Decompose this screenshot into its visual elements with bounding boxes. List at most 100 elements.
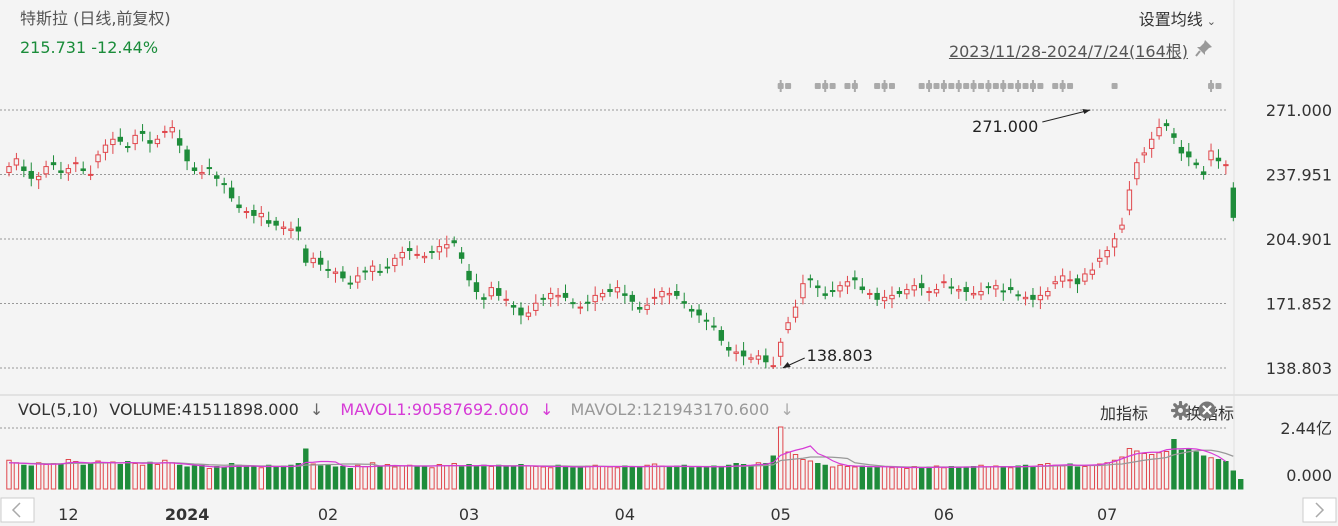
volume-bar bbox=[132, 463, 138, 490]
candle-body bbox=[6, 166, 12, 173]
volume-bar bbox=[95, 460, 101, 490]
candle-body bbox=[1067, 279, 1073, 282]
event-marker-icon[interactable] bbox=[918, 83, 925, 89]
candle-body bbox=[651, 296, 658, 299]
change-percent: -12.44% bbox=[91, 38, 159, 57]
volume-bar bbox=[688, 467, 695, 490]
event-marker-icon[interactable] bbox=[888, 83, 895, 89]
volume-bar bbox=[1238, 479, 1244, 490]
event-marker-icon[interactable] bbox=[1067, 83, 1074, 89]
add-indicator-button[interactable]: 加指标 bbox=[1099, 404, 1148, 423]
candle-body bbox=[481, 297, 487, 300]
event-marker-icon[interactable] bbox=[1052, 83, 1059, 89]
candle-body bbox=[228, 187, 235, 199]
volume-bar bbox=[65, 459, 72, 490]
vol-indicator-name: VOL(5,10) bbox=[18, 400, 99, 419]
volume-bar bbox=[748, 465, 754, 490]
candle-body bbox=[214, 175, 220, 179]
volume-bar bbox=[1200, 455, 1207, 490]
event-marker-icon[interactable] bbox=[992, 83, 999, 89]
event-marker-icon[interactable] bbox=[1215, 83, 1222, 89]
volume-bar bbox=[110, 461, 116, 490]
candle-body bbox=[191, 167, 198, 172]
volume-bar bbox=[629, 466, 635, 490]
event-marker-icon[interactable] bbox=[1037, 83, 1044, 89]
event-marker-icon[interactable] bbox=[948, 83, 955, 89]
candle-body bbox=[466, 270, 472, 281]
candle-body bbox=[503, 298, 509, 301]
event-marker-icon[interactable] bbox=[785, 83, 792, 89]
volume-bar bbox=[666, 466, 673, 490]
candle-body bbox=[221, 183, 227, 186]
candle-body bbox=[236, 204, 242, 209]
volume-bar bbox=[50, 463, 57, 490]
candle-body bbox=[926, 291, 932, 294]
candle-body bbox=[918, 283, 925, 289]
candle-body bbox=[1141, 152, 1147, 156]
volume-bar bbox=[703, 466, 710, 490]
volume-bar bbox=[926, 466, 932, 490]
set-ma-button[interactable]: 设置均线 ⌄ bbox=[1139, 6, 1216, 30]
event-marker-icon[interactable] bbox=[874, 83, 881, 89]
date-range-link[interactable]: 2023/11/28-2024/7/24(164根) bbox=[948, 42, 1188, 61]
candle-body bbox=[355, 275, 361, 283]
volume-bar bbox=[933, 465, 940, 490]
event-marker-icon[interactable] bbox=[978, 83, 985, 89]
volume-bar bbox=[726, 464, 732, 490]
event-marker-stem bbox=[1061, 80, 1064, 92]
volume-bar bbox=[970, 466, 977, 490]
event-marker-icon[interactable] bbox=[1007, 83, 1014, 89]
candle-body bbox=[1008, 287, 1014, 291]
event-marker-icon[interactable] bbox=[933, 83, 940, 89]
volume-bar bbox=[800, 459, 806, 490]
candle-body bbox=[733, 351, 739, 354]
candle-body bbox=[147, 140, 153, 144]
time-tick-label: 05 bbox=[771, 505, 791, 524]
candle-body bbox=[43, 166, 49, 175]
event-marker-icon[interactable] bbox=[963, 83, 970, 89]
candle-body bbox=[50, 162, 57, 166]
event-marker-stem bbox=[1031, 80, 1034, 92]
candle-body bbox=[110, 138, 116, 146]
candle-body bbox=[585, 301, 591, 304]
volume-bar bbox=[867, 467, 873, 490]
volume-value: VOLUME:41511898.000 bbox=[109, 400, 299, 419]
candle-body bbox=[844, 281, 851, 287]
candle-body bbox=[251, 210, 257, 216]
gear-icon[interactable] bbox=[1171, 401, 1190, 420]
event-marker-icon[interactable] bbox=[1022, 83, 1029, 89]
candle-body bbox=[1045, 291, 1051, 297]
candle-body bbox=[674, 291, 680, 296]
event-marker-icon[interactable] bbox=[1111, 83, 1118, 89]
volume-bar bbox=[1178, 449, 1185, 490]
volume-bar bbox=[266, 464, 272, 490]
event-marker-icon[interactable] bbox=[844, 83, 851, 89]
candle-body bbox=[748, 357, 754, 360]
candle-body bbox=[303, 248, 309, 263]
candle-body bbox=[911, 285, 917, 291]
pin-icon[interactable] bbox=[1194, 38, 1214, 58]
max-pointer-line bbox=[1042, 109, 1091, 123]
candle-body bbox=[169, 127, 175, 133]
mavol1-value: MAVOL1:90587692.000 bbox=[340, 400, 529, 419]
volume-bar bbox=[644, 464, 650, 490]
volume-bar bbox=[896, 466, 903, 490]
volume-bar bbox=[1074, 466, 1081, 490]
event-marker-icon[interactable] bbox=[814, 83, 821, 89]
scroll-right-button[interactable] bbox=[1302, 497, 1337, 523]
event-marker-stem bbox=[779, 80, 782, 92]
candle-body bbox=[956, 289, 962, 292]
volume-bar bbox=[770, 455, 776, 490]
volume-bar bbox=[251, 466, 257, 490]
volume-bar bbox=[844, 466, 851, 490]
scroll-left-button[interactable] bbox=[0, 497, 35, 523]
candle-body bbox=[792, 306, 799, 318]
volume-bar bbox=[577, 466, 584, 490]
volume-bar bbox=[993, 465, 999, 490]
volume-bar bbox=[228, 463, 235, 490]
candle-body bbox=[659, 291, 665, 298]
event-marker-icon[interactable] bbox=[829, 83, 836, 89]
close-icon[interactable] bbox=[1198, 401, 1216, 419]
candle-body bbox=[807, 278, 814, 281]
volume-bar bbox=[466, 464, 472, 490]
